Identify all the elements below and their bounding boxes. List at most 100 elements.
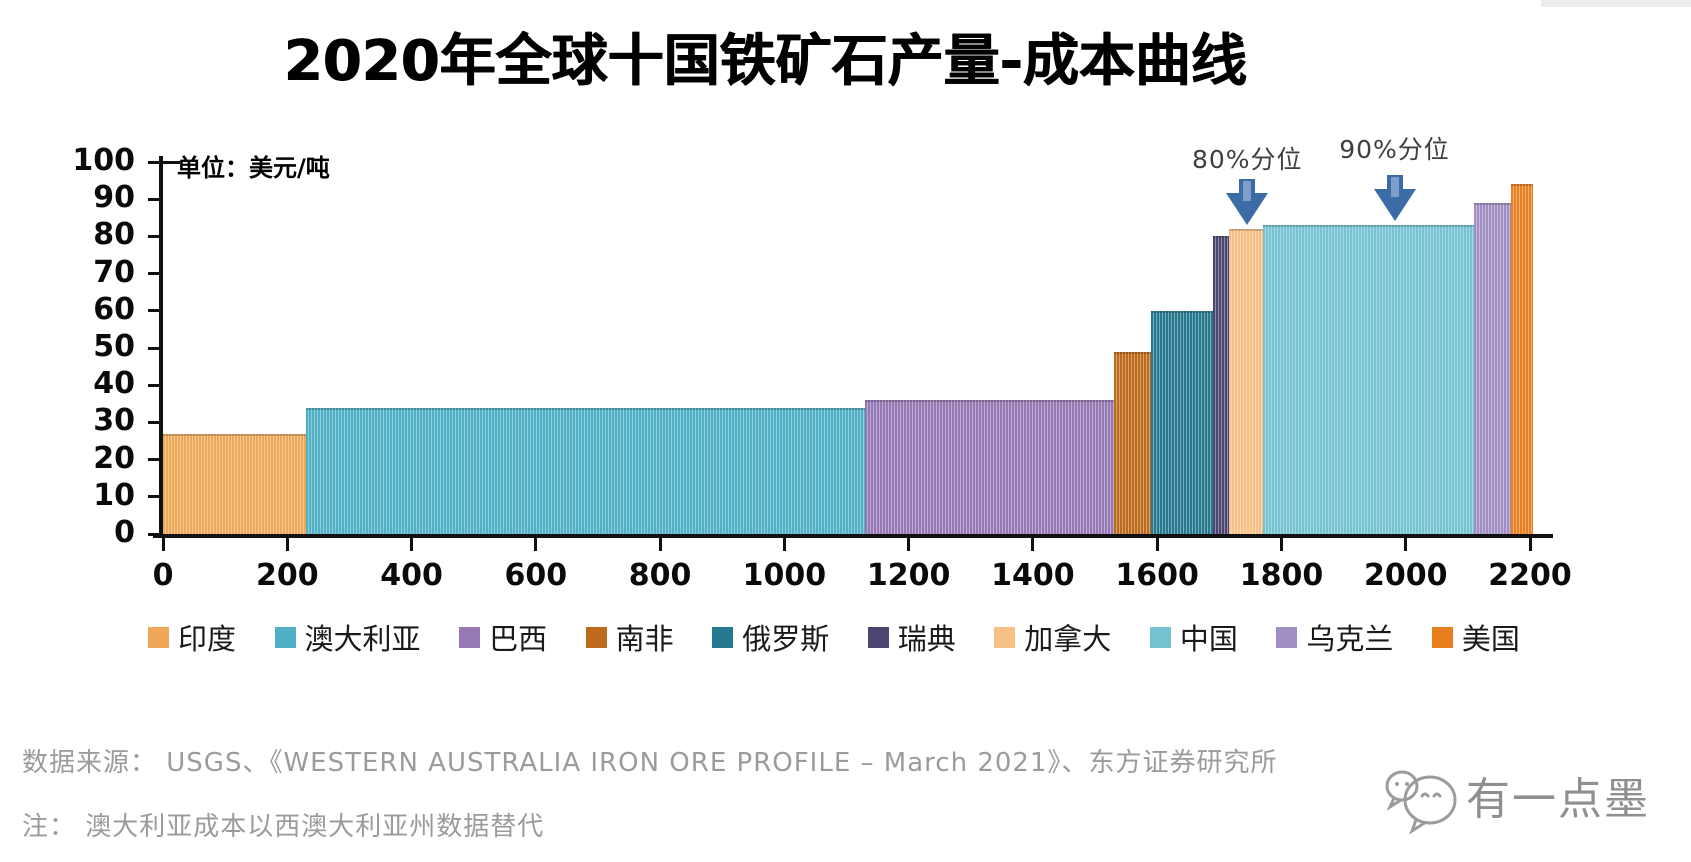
x-tick-2200 (1528, 538, 1532, 551)
y-tick-label-80: 80 (93, 217, 135, 253)
y-tick-20 (148, 458, 159, 462)
bar-segment-canada (1228, 228, 1263, 534)
legend-swatch-china (1149, 626, 1171, 648)
x-tick-label-800: 800 (628, 558, 692, 593)
legend-item-india: 印度 (148, 616, 236, 658)
watermark: 有一点墨 (1382, 752, 1650, 838)
plot-area: 单位：美元/吨 0 10 20 30 40 50 60 70 80 90 100 0 200 400 60… (72, 135, 1571, 593)
bar-segment-australia (305, 407, 866, 534)
legend-swatch-sweden (867, 626, 889, 648)
legend-swatch-canada (994, 626, 1016, 648)
screenshot-edge-artifact (1541, 0, 1691, 7)
legend-label-china: 中国 (1179, 622, 1238, 656)
legend-label-india: 印度 (178, 622, 237, 656)
unit-label: 单位：美元/吨 (177, 154, 330, 182)
legend-label-brazil: 巴西 (489, 622, 548, 656)
y-tick-0 (148, 532, 159, 536)
wechat-bubbles-icon (1385, 770, 1457, 835)
bar-segment-russia (1150, 310, 1214, 534)
legend-item-russia: 俄罗斯 (712, 616, 829, 658)
y-tick-label-70: 70 (93, 254, 135, 290)
y-tick-30 (148, 420, 159, 424)
legend-swatch-ukraine (1276, 626, 1298, 648)
legend-swatch-brazil (459, 626, 481, 648)
x-tick-0 (161, 538, 165, 551)
bar-segment-ukraine (1474, 202, 1512, 534)
y-tick-label-30: 30 (93, 403, 135, 439)
y-tick-60 (148, 309, 159, 313)
y-axis-line (159, 156, 163, 538)
x-tick-label-1200: 1200 (866, 558, 951, 593)
source-text: 数据来源： USGS、《WESTERN AUSTRALIA IRON ORE P… (22, 748, 1278, 778)
x-tick-200 (285, 538, 289, 551)
legend-label-usa: 美国 (1461, 622, 1520, 656)
x-tick-label-1400: 1400 (991, 558, 1075, 593)
chart-title: 2020年全球十国铁矿石产量-成本曲线 (283, 29, 1247, 94)
legend-item-usa: 美国 (1431, 616, 1520, 658)
legend-swatch-australia (274, 626, 296, 648)
x-tick-1800 (1279, 538, 1283, 551)
y-tick-label-90: 90 (93, 180, 135, 216)
x-tick-label-200: 200 (255, 558, 319, 593)
y-tick-10 (148, 495, 159, 499)
x-tick-label-2000: 2000 (1363, 558, 1448, 593)
legend-item-china: 中国 (1149, 616, 1238, 658)
y-tick-label-0: 0 (114, 515, 135, 550)
bar-segment-south-africa (1113, 351, 1151, 534)
x-tick-1400 (1031, 538, 1035, 551)
x-tick-1600 (1155, 538, 1159, 551)
y-tick-label-20: 20 (93, 440, 135, 476)
x-tick-400 (410, 538, 414, 551)
legend-label-south-africa: 南非 (615, 622, 674, 656)
y-tick-label-10: 10 (93, 477, 135, 513)
x-axis-line (153, 534, 1553, 538)
y-tick-label-40: 40 (93, 366, 135, 402)
y-tick-80 (148, 234, 159, 238)
x-tick-600 (534, 538, 538, 551)
bar-segment-usa (1511, 184, 1534, 534)
legend-label-ukraine: 乌克兰 (1306, 622, 1394, 656)
y-tick-label-60: 60 (93, 291, 135, 327)
x-tick-label-1800: 1800 (1239, 558, 1324, 593)
percentile-arrow-icon-90 (1372, 175, 1418, 227)
legend-label-sweden: 瑞典 (897, 622, 956, 656)
x-tick-label-600: 600 (504, 558, 568, 593)
legend-swatch-south-africa (585, 626, 607, 648)
y-axis-top-tick (163, 161, 180, 164)
legend-item-australia: 澳大利亚 (274, 616, 421, 658)
legend-item-brazil: 巴西 (459, 616, 547, 658)
bar-segment-sweden (1213, 236, 1229, 534)
legend-label-russia: 俄罗斯 (742, 622, 830, 656)
legend: 印度 澳大利亚 巴西 南非 俄罗斯 瑞典 加拿大 中国 乌克兰 美国 (148, 616, 1520, 658)
y-tick-50 (148, 346, 159, 350)
x-tick-800 (658, 538, 662, 551)
legend-item-ukraine: 乌克兰 (1276, 616, 1393, 658)
y-tick-label-50: 50 (93, 329, 135, 364)
bar-segment-china (1262, 225, 1475, 534)
legend-swatch-india (148, 626, 169, 648)
legend-swatch-usa (1431, 626, 1453, 648)
bar-segment-india (163, 433, 306, 534)
y-tick-70 (148, 272, 159, 276)
legend-label-australia: 澳大利亚 (304, 622, 421, 656)
percentile-label-90: 90%分位 (1339, 135, 1450, 165)
watermark-text: 有一点墨 (1466, 774, 1650, 825)
note-text: 注： 澳大利亚成本以西澳大利亚州数据替代 (22, 812, 545, 842)
x-tick-1000 (782, 538, 786, 551)
legend-item-canada: 加拿大 (994, 616, 1111, 658)
x-tick-label-1600: 1600 (1115, 558, 1199, 593)
bar-segment-brazil (865, 400, 1114, 534)
x-tick-1200 (907, 538, 911, 551)
percentile-label-80: 80%分位 (1191, 144, 1303, 174)
legend-item-sweden: 瑞典 (867, 616, 956, 658)
legend-item-south-africa: 南非 (585, 616, 674, 658)
x-tick-label-400: 400 (380, 558, 443, 593)
x-tick-label-0: 0 (152, 558, 174, 593)
x-tick-label-2200: 2200 (1488, 558, 1572, 593)
legend-label-canada: 加拿大 (1024, 622, 1112, 656)
x-tick-2000 (1404, 538, 1408, 551)
y-tick-40 (148, 383, 159, 387)
y-tick-label-100: 100 (72, 143, 135, 178)
y-tick-100 (148, 160, 159, 164)
